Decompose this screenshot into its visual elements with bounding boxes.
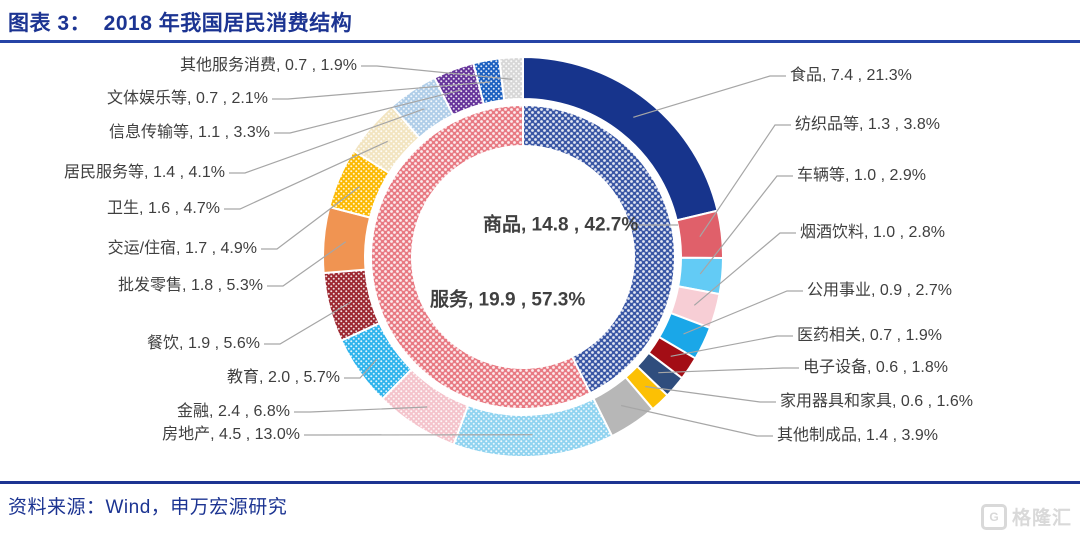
watermark: G 格隆汇 bbox=[980, 503, 1072, 530]
segment-label: 交运/住宿, 1.7 , 4.9% bbox=[107, 240, 257, 257]
outer-segment-1 bbox=[675, 209, 725, 259]
segment-label: 医药相关, 0.7 , 1.9% bbox=[797, 327, 942, 344]
segment-label: 纺织品等, 1.3 , 3.8% bbox=[795, 116, 940, 133]
leader-line-0 bbox=[633, 75, 786, 118]
segment-label: 其他制成品, 1.4 , 3.9% bbox=[777, 427, 938, 444]
segment-label: 卫生, 1.6 , 4.7% bbox=[107, 200, 220, 217]
segment-label: 食品, 7.4 , 21.3% bbox=[790, 67, 912, 84]
segment-label: 电子设备, 0.6 , 1.8% bbox=[803, 359, 948, 376]
footer-divider bbox=[0, 481, 1080, 484]
leader-line-19 bbox=[361, 65, 513, 80]
leader-line-2 bbox=[699, 175, 793, 275]
segment-label: 餐饮, 1.9 , 5.6% bbox=[147, 335, 260, 352]
figure-header: 图表 3： 2018 年我国居民消费结构 bbox=[0, 0, 1080, 43]
leader-line-15 bbox=[224, 140, 388, 210]
segment-label: 其他服务消费, 0.7 , 1.9% bbox=[180, 57, 357, 74]
leader-line-12 bbox=[264, 301, 352, 345]
segment-label: 房地产, 4.5 , 13.0% bbox=[162, 426, 300, 443]
inner-segment-services bbox=[370, 103, 592, 410]
segment-label: 金融, 2.4 , 6.8% bbox=[177, 403, 290, 420]
leader-line-7 bbox=[645, 385, 776, 403]
leader-line-6 bbox=[658, 367, 799, 374]
leader-line-3 bbox=[693, 232, 796, 306]
segment-label: 车辆等, 1.0 , 2.9% bbox=[797, 167, 926, 184]
leader-line-17 bbox=[274, 89, 462, 134]
segment-label: 居民服务等, 1.4 , 4.1% bbox=[64, 164, 225, 181]
leader-line-5 bbox=[670, 335, 793, 357]
inner-ring-label-goods: 商品, 14.8 , 42.7% bbox=[483, 214, 639, 236]
watermark-text: 格隆汇 bbox=[1011, 508, 1072, 529]
segment-label: 信息传输等, 1.1 , 3.3% bbox=[109, 124, 270, 141]
outer-segment-13 bbox=[322, 205, 372, 275]
segment-label: 批发零售, 1.8 , 5.3% bbox=[118, 277, 263, 294]
inner-ring-label-services: 服务, 19.9 , 57.3% bbox=[430, 289, 586, 311]
leader-line-14 bbox=[261, 186, 360, 250]
source-text: 资料来源：Wind，申万宏源研究 bbox=[8, 497, 288, 518]
figure-title: 图表 3： 2018 年我国居民消费结构 bbox=[8, 12, 353, 35]
outer-segment-19 bbox=[498, 55, 524, 102]
leader-line-11 bbox=[344, 358, 378, 379]
gelonghui-logo-icon: G bbox=[980, 503, 1007, 530]
inner-segment-goods bbox=[522, 103, 676, 395]
segment-label: 烟酒饮料, 1.0 , 2.8% bbox=[800, 224, 945, 241]
leader-line-13 bbox=[267, 241, 347, 287]
leader-line-8 bbox=[620, 404, 773, 437]
segment-label: 公用事业, 0.9 , 2.7% bbox=[807, 282, 952, 299]
leader-line-18 bbox=[272, 81, 491, 100]
segment-label: 家用器具和家具, 0.6 , 1.6% bbox=[780, 393, 973, 410]
leader-line-10 bbox=[294, 406, 428, 413]
segment-label: 文体娱乐等, 0.7 , 2.1% bbox=[107, 90, 268, 107]
leader-line-1 bbox=[699, 124, 791, 238]
segment-label: 教育, 2.0 , 5.7% bbox=[227, 369, 340, 386]
leader-line-16 bbox=[229, 108, 425, 174]
leader-line-4 bbox=[683, 290, 803, 335]
